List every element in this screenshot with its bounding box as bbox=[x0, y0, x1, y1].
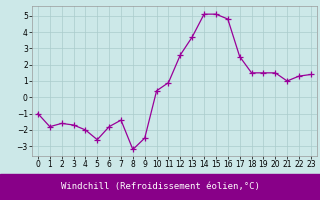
Text: Windchill (Refroidissement éolien,°C): Windchill (Refroidissement éolien,°C) bbox=[60, 182, 260, 192]
